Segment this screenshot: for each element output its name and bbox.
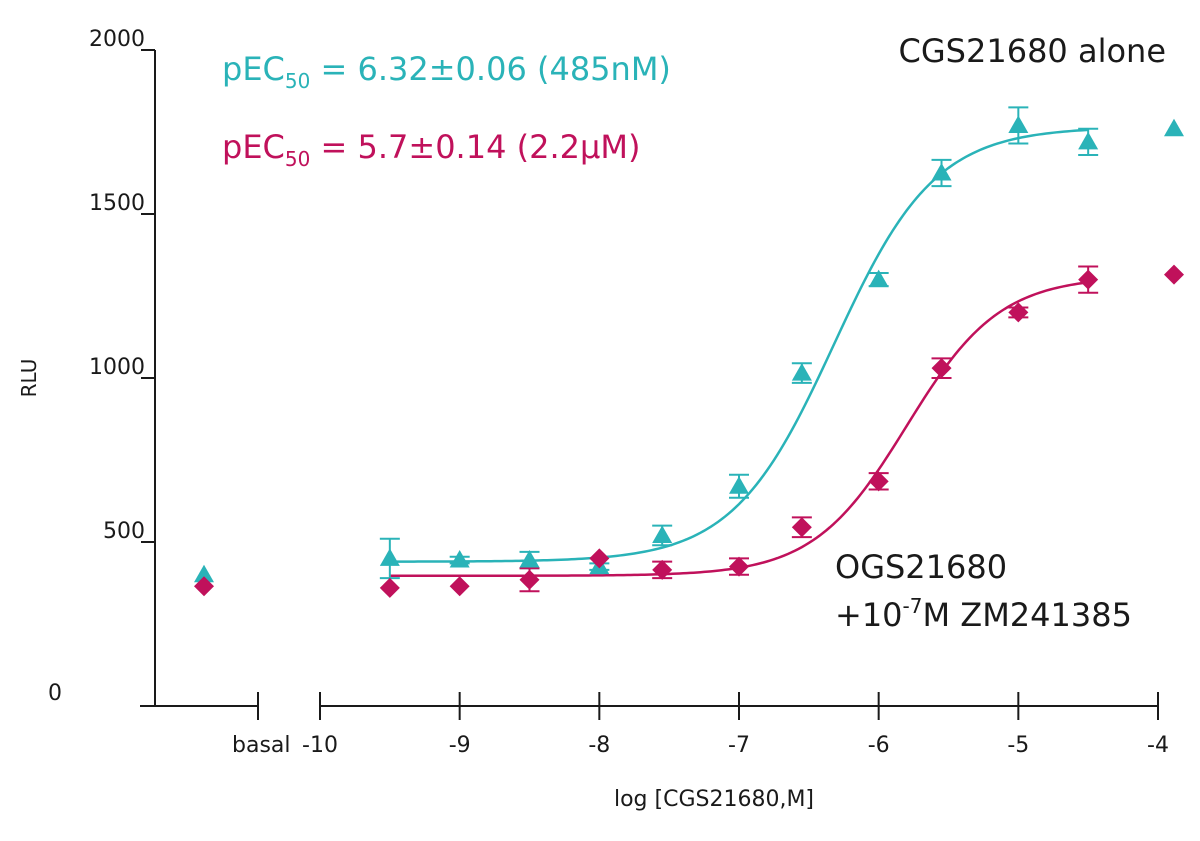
ogs-conc-suffix: M ZM241385	[922, 596, 1131, 634]
data-point-0-9	[1008, 115, 1029, 133]
data-point-1-2	[519, 569, 540, 590]
data-point-1-5	[729, 556, 749, 577]
pec50-value-cgs: = 6.32±0.06 (485nM)	[310, 50, 671, 88]
data-point-0-8	[931, 163, 952, 181]
x-tick-label-3: -7	[728, 733, 750, 758]
pec50-label-cgs: pEC	[222, 50, 285, 88]
data-point-1-1	[449, 576, 470, 597]
x-tick-label-5: -5	[1007, 733, 1029, 758]
ogs-conc-exponent: -7	[903, 594, 923, 618]
y-axis-label: RLU	[17, 359, 41, 398]
x-tick-label-6: -4	[1147, 733, 1169, 758]
basal-marker-0	[194, 564, 214, 583]
data-point-1-0	[379, 577, 400, 598]
data-point-1-9	[1008, 302, 1029, 323]
data-point-0-5	[729, 476, 749, 494]
data-point-1-10	[1078, 269, 1099, 290]
data-point-0-1	[449, 550, 470, 568]
pec50-sub-zm: 50	[285, 147, 310, 171]
x-tick-label-1: -9	[449, 733, 471, 758]
y-tick-label-500: 500	[103, 519, 145, 544]
x-tick-label-4: -6	[868, 733, 890, 758]
x-ticks: -10 -9 -8 -7 -6 -5 -4	[302, 692, 1169, 758]
series-label-cgs-alone: CGS21680 alone	[899, 32, 1166, 70]
basal-marker-1	[194, 576, 214, 597]
x-tick-label-2: -8	[588, 733, 610, 758]
series-label-ogs-line2: +10-7M ZM241385	[835, 594, 1132, 634]
fit-curve-0	[389, 128, 1089, 563]
pec50-annotation-cgs: pEC50 = 6.32±0.06 (485nM)	[222, 50, 671, 93]
y-tick-label-0: 0	[48, 681, 62, 706]
error-bars	[379, 106, 1099, 593]
data-point-0-0	[379, 548, 400, 566]
data-point-0-6	[791, 363, 812, 381]
data-point-1-7	[868, 471, 889, 492]
x-axis-label: log [CGS21680,M]	[614, 787, 814, 812]
data-point-0-7	[868, 269, 889, 288]
data-point-1-6	[791, 517, 812, 538]
data-point-0-4	[652, 525, 673, 543]
pec50-label-zm: pEC	[222, 128, 285, 166]
data-point-1-4	[652, 559, 673, 580]
fit-curve-1	[389, 281, 1089, 578]
series-label-ogs: OGS21680	[835, 548, 1007, 586]
ogs-conc-prefix: +10	[835, 596, 903, 634]
edge-point-0	[1164, 118, 1184, 137]
fit-curves	[389, 128, 1089, 578]
data-point-0-2	[519, 550, 540, 568]
pec50-value-zm: = 5.7±0.14 (2.2μM)	[310, 128, 640, 166]
y-tick-label-1500: 1500	[89, 191, 145, 216]
y-ticks: 0 500 1000 1500 2000	[48, 27, 155, 706]
pec50-sub-cgs: 50	[285, 69, 310, 93]
data-point-1-3	[589, 548, 610, 569]
data-point-0-10	[1078, 131, 1099, 150]
data-point-1-8	[931, 358, 952, 379]
y-tick-label-1000: 1000	[89, 355, 145, 380]
y-tick-label-2000: 2000	[89, 27, 145, 52]
edge-point-1	[1164, 264, 1184, 285]
x-tick-label-basal: basal	[232, 733, 291, 758]
x-tick-label-0: -10	[302, 733, 338, 758]
data-markers	[194, 115, 1184, 598]
pec50-annotation-zm: pEC50 = 5.7±0.14 (2.2μM)	[222, 128, 640, 171]
